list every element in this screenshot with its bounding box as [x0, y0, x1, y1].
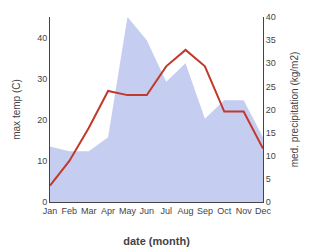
svg-text:20: 20: [37, 115, 47, 125]
svg-text:0: 0: [42, 197, 47, 207]
svg-text:40: 40: [266, 12, 276, 22]
svg-text:0: 0: [266, 197, 271, 207]
svg-text:Apr: Apr: [101, 206, 115, 216]
svg-text:max temp (C): max temp (C): [11, 79, 22, 140]
svg-text:Jun: Jun: [140, 206, 155, 216]
svg-text:10: 10: [37, 156, 47, 166]
svg-text:20: 20: [266, 105, 276, 115]
svg-text:15: 15: [266, 128, 276, 138]
svg-text:Mar: Mar: [81, 206, 97, 216]
svg-text:5: 5: [266, 174, 271, 184]
svg-text:30: 30: [266, 58, 276, 68]
svg-text:May: May: [119, 206, 137, 216]
svg-text:Sep: Sep: [197, 206, 213, 216]
svg-text:10: 10: [266, 151, 276, 161]
svg-text:35: 35: [266, 35, 276, 45]
svg-text:Jul: Jul: [160, 206, 172, 216]
svg-text:med. precipitation (kg/m2): med. precipitation (kg/m2): [289, 52, 300, 168]
svg-text:Aug: Aug: [178, 206, 194, 216]
svg-text:date (month): date (month): [123, 235, 190, 247]
svg-text:25: 25: [266, 82, 276, 92]
svg-text:Jan: Jan: [43, 206, 58, 216]
svg-text:Oct: Oct: [217, 206, 232, 216]
svg-text:Feb: Feb: [62, 206, 78, 216]
svg-text:40: 40: [37, 33, 47, 43]
svg-text:Nov: Nov: [236, 206, 253, 216]
svg-text:Dec: Dec: [255, 206, 272, 216]
svg-text:30: 30: [37, 74, 47, 84]
